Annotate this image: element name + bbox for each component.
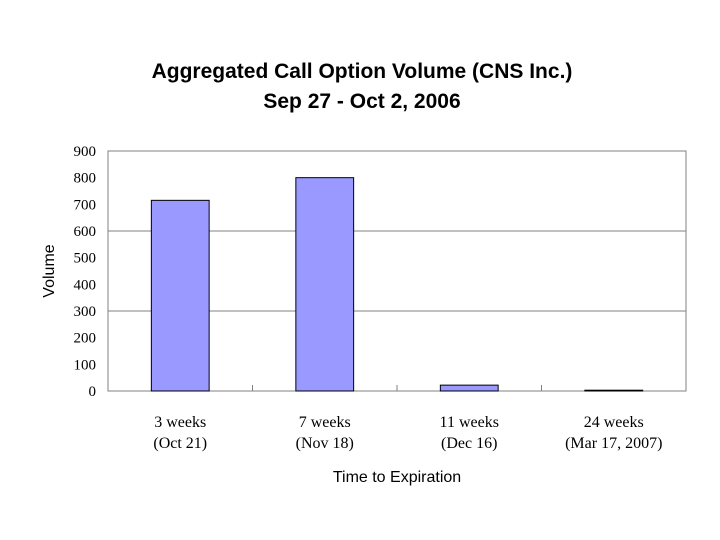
y-tick-label: 500 — [74, 251, 97, 267]
category-label: 11 weeks — [440, 414, 499, 431]
y-tick-label: 900 — [74, 144, 97, 160]
category-label: 24 weeks — [584, 414, 644, 431]
y-tick-label: 700 — [74, 197, 97, 213]
category-sublabel: (Nov 18) — [296, 435, 354, 452]
category-sublabel: (Mar 17, 2007) — [565, 435, 662, 452]
bar-2 — [295, 177, 355, 392]
y-tick-label: 800 — [74, 171, 97, 187]
category-label: 3 weeks — [154, 414, 206, 431]
y-tick-label: 100 — [74, 357, 97, 373]
chart-subtitle: Sep 27 - Oct 2, 2006 — [263, 90, 460, 113]
category-label: 7 weeks — [299, 414, 351, 431]
category-sublabel: (Oct 21) — [153, 435, 207, 452]
y-tick-label: 200 — [74, 331, 97, 347]
category-sublabel: (Dec 16) — [441, 435, 497, 452]
bar-4 — [584, 389, 644, 392]
category-labels: 3 weeks (Oct 21) 7 weeks (Nov 18) 11 weeks (D… — [153, 414, 662, 452]
x-axis-ticks — [252, 385, 542, 391]
y-tick-label: 600 — [74, 224, 97, 240]
y-tick-label: 300 — [74, 304, 97, 320]
bar-3 — [439, 384, 499, 392]
bar-1 — [150, 199, 210, 392]
y-tick-label: 400 — [74, 277, 97, 293]
y-axis-label: Volume — [41, 244, 58, 297]
chart-title: Aggregated Call Option Volume (CNS Inc.) — [152, 60, 573, 83]
x-axis-label: Time to Expiration — [333, 469, 461, 486]
y-tick-label: 0 — [89, 384, 97, 400]
bars — [150, 177, 644, 392]
y-axis-ticks: 0 100 200 300 400 500 600 700 800 900 — [74, 144, 97, 400]
